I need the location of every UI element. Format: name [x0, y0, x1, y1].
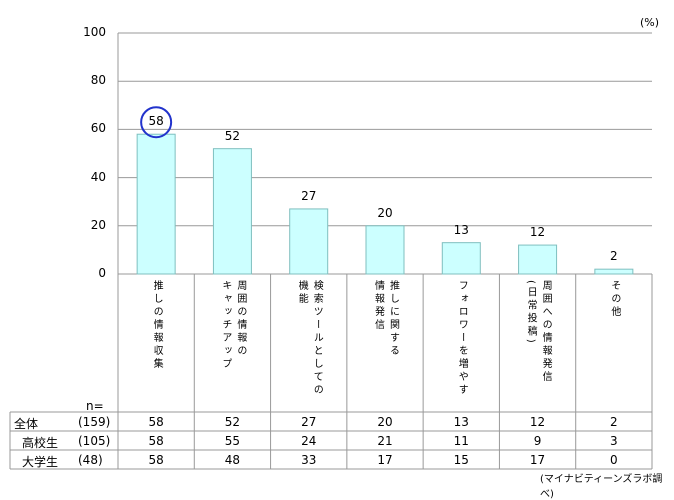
table-cell: 58 [148, 453, 164, 467]
source-note: (マイナビティーンズラボ調べ) [540, 474, 663, 500]
category-label: 推しに関する 情報発信 [347, 280, 423, 410]
table-cell: 21 [377, 434, 393, 448]
category-label: 周囲の情報の キャッチアップ [194, 280, 270, 410]
table-cell: 11 [453, 434, 469, 448]
table-row-n: (159) [78, 415, 111, 429]
category-label-line: 周囲への情報発信 [540, 280, 552, 384]
table-cell: 24 [301, 434, 317, 448]
bar-value-label: 2 [610, 249, 618, 264]
bar-value-label: 13 [453, 222, 469, 237]
category-label: その他 [576, 280, 652, 410]
table-cell: 13 [453, 415, 469, 429]
bar-value-label: 52 [224, 128, 241, 143]
table-cell: 3 [610, 434, 618, 448]
bar [594, 268, 634, 275]
y-tick-label: 20 [90, 217, 106, 232]
table-cell: 17 [377, 453, 393, 467]
highlight-circle [140, 106, 173, 139]
category-label-line: 検索ツールとしての [311, 280, 323, 397]
bar-value-label: 27 [301, 188, 317, 203]
table-cell: 48 [224, 453, 241, 467]
table-row-label: 高校生 [22, 436, 59, 450]
table-cell: 9 [533, 434, 542, 448]
table-cell: 0 [610, 453, 618, 467]
unit-label: (%) [640, 16, 660, 29]
table-cell: 15 [453, 453, 469, 467]
y-tick-label: 60 [90, 121, 106, 136]
table-cell: 12 [529, 415, 546, 429]
bar [136, 133, 176, 275]
bar [518, 244, 558, 275]
table-cell: 20 [377, 415, 393, 429]
table-cell: 52 [224, 415, 241, 429]
bar [365, 225, 405, 275]
table-cell: 55 [224, 434, 241, 448]
category-label-line: 機能 [296, 280, 308, 306]
category-label: 周囲への情報発信 (日常投稿) [499, 280, 575, 410]
table-cell: 58 [148, 434, 164, 448]
category-label: 検索ツールとしての 機能 [271, 280, 347, 410]
bar [289, 208, 329, 275]
table-row-n: (105) [78, 434, 111, 448]
bar [212, 148, 252, 275]
category-label-line: 推しに関する [387, 280, 399, 358]
bar-value-label: 12 [529, 225, 546, 240]
bar [441, 242, 481, 275]
y-tick-label: 80 [90, 73, 106, 88]
y-tick-label: 0 [98, 266, 106, 280]
category-label-line: (日常投稿) [525, 280, 537, 346]
y-tick-label: 100 [83, 25, 106, 39]
category-label-line: キャッチアップ [219, 280, 231, 371]
table-row-n: (48) [78, 453, 103, 467]
table-row-label: 全体 [14, 417, 39, 431]
table-row-label: 大学生 [22, 455, 59, 469]
table-cell: 33 [301, 453, 317, 467]
category-label-line: 周囲の情報の [234, 280, 246, 358]
category-label-line: その他 [608, 280, 620, 319]
y-tick-label: 40 [90, 169, 106, 184]
table-cell: 58 [148, 415, 164, 429]
category-label: フォロワーを増やす [423, 280, 499, 410]
bar-value-label: 20 [377, 205, 393, 220]
bar-value-label: 58 [148, 114, 164, 129]
category-label-line: 推しの情報収集 [151, 280, 163, 371]
table-cell: 27 [301, 415, 317, 429]
n-label: n= [86, 399, 104, 413]
category-label: 推しの情報収集 [118, 280, 194, 410]
category-label-line: 情報発信 [372, 280, 384, 332]
category-label-line: フォロワーを増やす [456, 280, 468, 397]
table-cell: 2 [610, 415, 618, 429]
table-cell: 17 [529, 453, 546, 467]
